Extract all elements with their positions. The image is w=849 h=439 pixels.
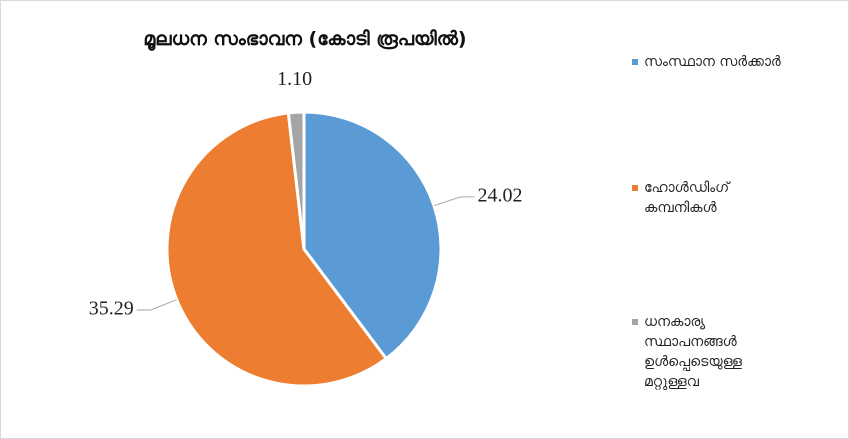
- pie-slice: [302, 110, 443, 361]
- legend-item: സംസ്ഥാന സർക്കാർ: [632, 52, 832, 72]
- data-label: 1.10: [277, 68, 312, 90]
- legend-label: ധനകാര്യ സ്ഥാപനങ്ങൾ ഉൾപ്പെടെയുള്ള മറ്റുള്…: [644, 314, 742, 390]
- chart-title: മൂലധന സംഭാവന (കോടി രൂപയിൽ): [143, 28, 467, 50]
- legend-label: സംസ്ഥാന സർക്കാർ: [644, 54, 781, 70]
- legend-item: ഹോൾഡിംഗ് കമ്പനികൾ: [632, 178, 762, 218]
- legend-swatch: [632, 319, 638, 325]
- leader-line: [136, 299, 177, 311]
- legend-label: ഹോൾഡിംഗ് കമ്പനികൾ: [644, 180, 730, 216]
- legend-swatch: [632, 59, 638, 65]
- pie-slice: [286, 110, 306, 250]
- data-label: 24.02: [478, 184, 523, 206]
- leader-line: [433, 196, 475, 207]
- legend-item: ധനകാര്യ സ്ഥാപനങ്ങൾ ഉൾപ്പെടെയുള്ള മറ്റുള്…: [632, 312, 752, 392]
- data-label: 35.29: [89, 298, 134, 320]
- legend-swatch: [632, 185, 638, 191]
